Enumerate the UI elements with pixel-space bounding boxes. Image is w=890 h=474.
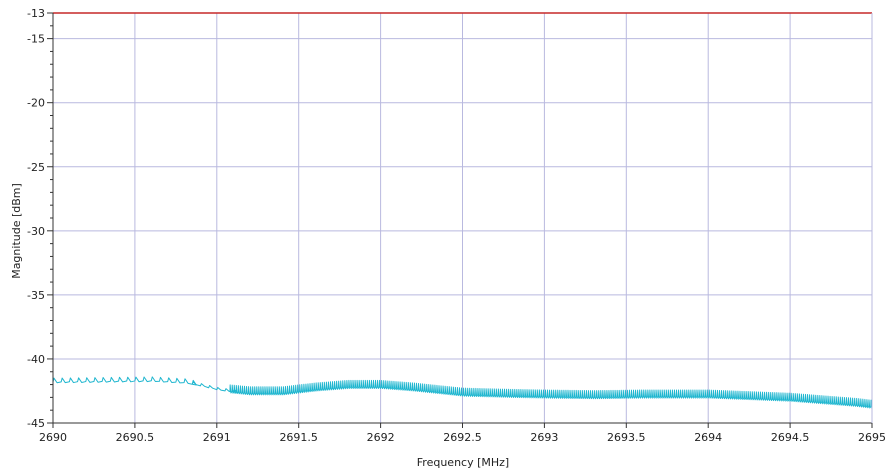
y-tick-label: -45 xyxy=(27,417,45,430)
y-tick-label: -25 xyxy=(27,161,45,174)
y-tick-label: -40 xyxy=(27,353,45,366)
y-tick-label: -15 xyxy=(27,33,45,46)
y-ticks: -13 -15 -20 -25 -30 -35 -40 -45 xyxy=(27,7,53,430)
y-tick-label: -30 xyxy=(27,225,45,238)
x-axis-title: Frequency [MHz] xyxy=(417,456,509,469)
x-tick-label: 2693.5 xyxy=(607,431,646,444)
y-axis-title: Magnitude [dBm] xyxy=(10,183,23,279)
x-tick-label: 2693 xyxy=(530,431,558,444)
x-tick-label: 2691 xyxy=(203,431,231,444)
x-tick-label: 2690.5 xyxy=(116,431,155,444)
grid xyxy=(53,13,872,423)
y-tick-label: -20 xyxy=(27,97,45,110)
x-tick-label: 2695 xyxy=(858,431,886,444)
x-ticks: 2690 2690.5 2691 2691.5 2692 2692.5 2693 2693.5… xyxy=(39,423,886,444)
y-tick-label: -13 xyxy=(27,7,45,20)
spectrum-trace-line xyxy=(52,376,873,409)
x-tick-label: 2694.5 xyxy=(771,431,810,444)
x-tick-label: 2692.5 xyxy=(443,431,482,444)
x-tick-label: 2694 xyxy=(694,431,722,444)
trace-group xyxy=(52,376,873,409)
x-tick-label: 2692 xyxy=(367,431,395,444)
y-tick-label: -35 xyxy=(27,289,45,302)
x-tick-label: 2691.5 xyxy=(279,431,318,444)
x-tick-label: 2690 xyxy=(39,431,67,444)
